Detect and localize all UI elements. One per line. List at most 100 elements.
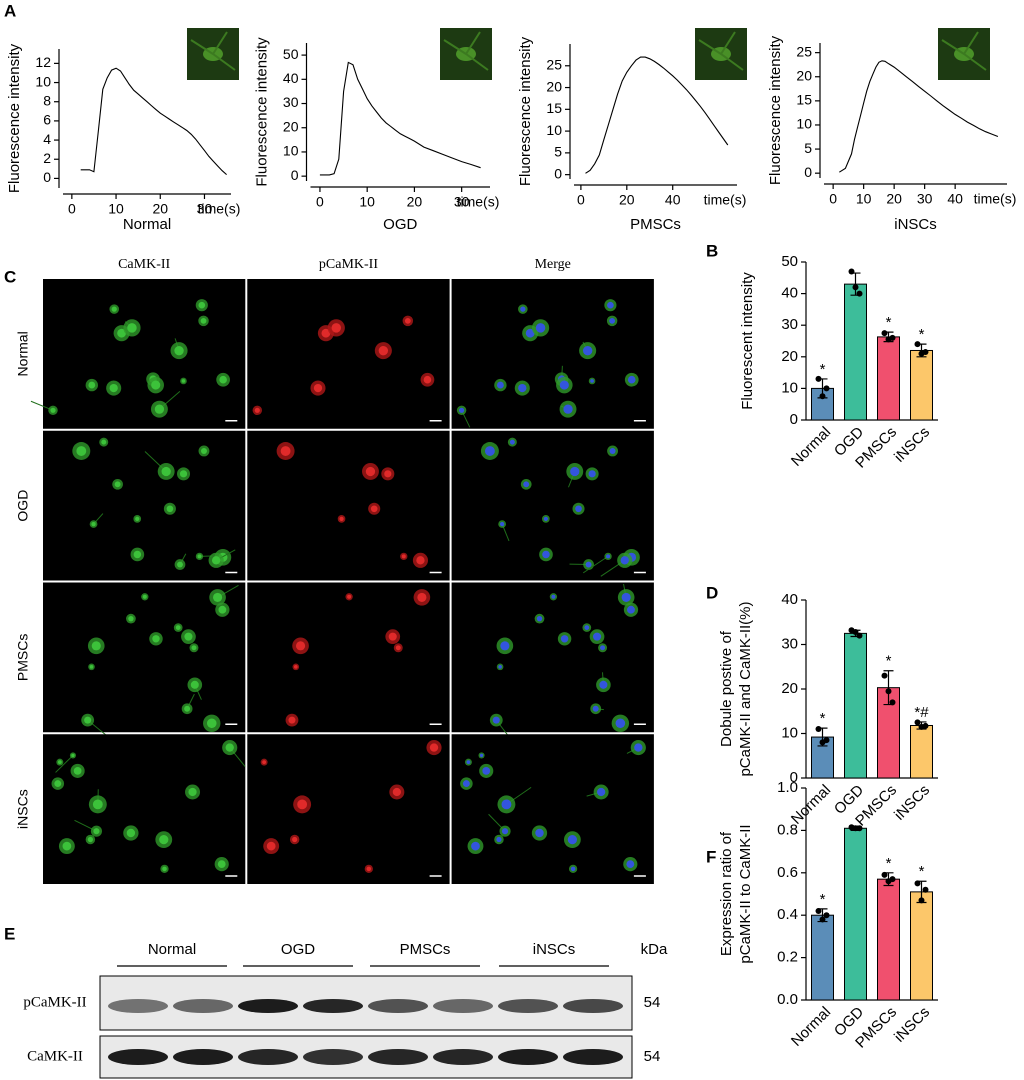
panel-label: A xyxy=(4,1,16,20)
nucleus xyxy=(378,345,389,356)
band xyxy=(108,1049,168,1065)
y-tick-label: 15 xyxy=(796,92,812,108)
y-tick-label: 10 xyxy=(781,724,798,741)
nucleus xyxy=(609,447,616,454)
x-tick-label: 0 xyxy=(68,201,76,217)
nucleus xyxy=(404,317,411,324)
y-tick-label: 25 xyxy=(546,56,562,72)
x-tick-label: 30 xyxy=(917,191,933,207)
nucleus xyxy=(88,381,96,389)
micrograph xyxy=(247,582,450,733)
significance-mark: *# xyxy=(914,704,929,721)
x-tick-label: 20 xyxy=(152,201,168,217)
micrograph xyxy=(43,279,246,429)
y-tick-label: 5 xyxy=(804,140,812,156)
neurite xyxy=(582,555,609,574)
nucleus xyxy=(135,516,140,521)
nucleus xyxy=(535,828,544,838)
nucleus xyxy=(321,328,331,338)
band xyxy=(563,1049,623,1065)
nucleus xyxy=(280,446,291,456)
size-label: 54 xyxy=(644,1048,661,1065)
bar xyxy=(811,914,834,1001)
nucleus xyxy=(197,554,202,559)
row-header: OGD xyxy=(15,490,31,522)
panel-label: B xyxy=(706,241,718,260)
nucleus xyxy=(73,767,82,775)
data-point xyxy=(889,334,896,341)
y-axis-label: Fluorescence intensity xyxy=(767,35,784,185)
y-tick-label: 0.6 xyxy=(777,864,798,881)
y-axis-label: Expression ratio of xyxy=(718,831,735,956)
x-tick-label: 40 xyxy=(665,192,681,208)
column-header: CaMK-II xyxy=(118,257,170,272)
significance-mark: * xyxy=(886,855,892,872)
nucleus xyxy=(609,317,616,324)
x-axis-label: time(s) xyxy=(198,201,241,217)
nucleus xyxy=(559,380,569,390)
significance-mark: * xyxy=(820,361,826,378)
band xyxy=(368,1049,428,1065)
y-axis-label: Dobule postive of xyxy=(718,630,735,747)
y-axis-label: pCaMK-II to CaMK-II xyxy=(737,824,754,963)
nucleus xyxy=(627,605,635,614)
y-axis-label: pCaMK-II and CaMK-II(%) xyxy=(737,601,754,776)
band xyxy=(303,1049,363,1065)
band xyxy=(173,999,233,1013)
row-label: CaMK-II xyxy=(27,1048,83,1064)
y-tick-label: 25 xyxy=(796,43,812,59)
y-tick-label: 40 xyxy=(283,70,299,86)
nucleus xyxy=(429,743,439,752)
nucleus xyxy=(91,521,96,527)
nucleus xyxy=(592,705,599,712)
inset-neurite xyxy=(443,31,489,71)
nucleus xyxy=(567,835,577,845)
nucleus xyxy=(471,841,480,851)
nucleus xyxy=(592,632,602,641)
y-tick-label: 10 xyxy=(283,143,299,159)
micrograph xyxy=(451,582,654,733)
data-point xyxy=(819,916,826,923)
x-tick-label: 10 xyxy=(856,191,872,207)
nucleus xyxy=(615,718,626,729)
nucleus xyxy=(89,665,94,669)
nucleus xyxy=(621,592,631,602)
y-tick-label: 5 xyxy=(554,144,562,160)
nucleus xyxy=(416,556,425,565)
row-header: iNSCs xyxy=(15,789,31,829)
nucleus xyxy=(126,828,136,838)
inset-neurite xyxy=(698,31,744,71)
y-tick-label: 0.8 xyxy=(777,821,798,838)
nucleus xyxy=(225,743,234,752)
nucleus xyxy=(500,641,510,651)
data-point xyxy=(823,912,830,919)
band xyxy=(498,1049,558,1065)
bar xyxy=(910,891,933,1001)
nucleus xyxy=(159,835,169,845)
nucleus xyxy=(101,439,107,445)
nucleus xyxy=(111,306,117,312)
neurite xyxy=(55,755,74,773)
y-tick-label: 6 xyxy=(43,112,51,128)
nucleus xyxy=(588,470,596,478)
nucleus xyxy=(71,753,75,758)
y-tick-label: 0.4 xyxy=(777,906,798,923)
nucleus xyxy=(191,645,197,651)
nucleus xyxy=(525,328,535,338)
bar xyxy=(910,724,933,779)
nucleus xyxy=(151,380,161,390)
nucleus xyxy=(563,404,573,414)
chart-title: OGD xyxy=(383,216,417,233)
nucleus xyxy=(62,841,72,851)
data-point xyxy=(914,719,921,726)
y-tick-label: 1.0 xyxy=(777,779,798,796)
data-point xyxy=(823,385,830,392)
nucleus xyxy=(117,328,127,338)
micrograph xyxy=(43,734,246,884)
nucleus xyxy=(114,481,121,488)
panel-label: E xyxy=(4,924,15,943)
nucleus xyxy=(496,381,504,389)
row-label: pCaMK-II xyxy=(23,994,86,1010)
data-point xyxy=(914,341,921,348)
data-point xyxy=(889,699,896,706)
